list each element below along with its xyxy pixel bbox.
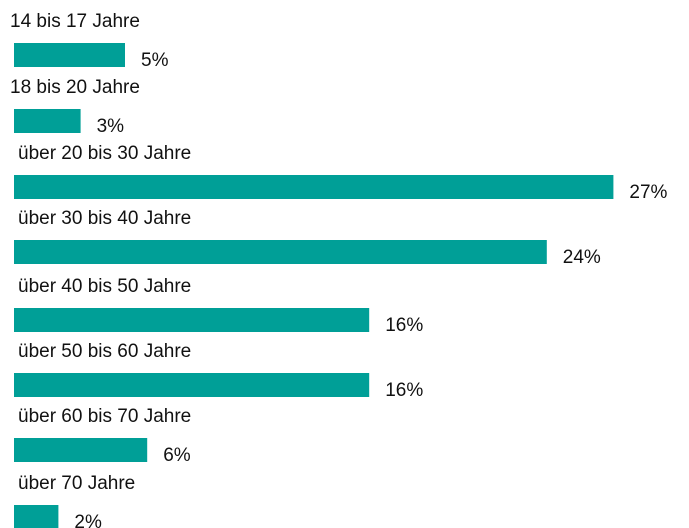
- category-label: über 50 bis 60 Jahre: [18, 341, 191, 362]
- category-label: über 40 bis 50 Jahre: [18, 276, 191, 297]
- value-label: 2%: [74, 512, 102, 528]
- bar: [14, 240, 547, 264]
- bar: [14, 308, 370, 332]
- bar: [14, 109, 81, 133]
- bar: [14, 175, 614, 199]
- value-label: 16%: [385, 380, 423, 401]
- value-label: 6%: [163, 445, 191, 466]
- category-label: 18 bis 20 Jahre: [10, 77, 140, 98]
- category-label: über 30 bis 40 Jahre: [18, 208, 191, 229]
- value-label: 16%: [385, 315, 423, 336]
- category-label: über 70 Jahre: [18, 473, 135, 494]
- bar: [14, 43, 125, 67]
- category-label: 14 bis 17 Jahre: [10, 11, 140, 32]
- value-label: 24%: [563, 247, 601, 268]
- value-label: 3%: [97, 116, 125, 137]
- bar: [14, 438, 148, 462]
- value-label: 27%: [629, 182, 667, 203]
- bar: [14, 505, 59, 528]
- category-label: über 60 bis 70 Jahre: [18, 406, 191, 427]
- category-label: über 20 bis 30 Jahre: [18, 143, 191, 164]
- bar: [14, 373, 370, 397]
- value-label: 5%: [141, 50, 169, 71]
